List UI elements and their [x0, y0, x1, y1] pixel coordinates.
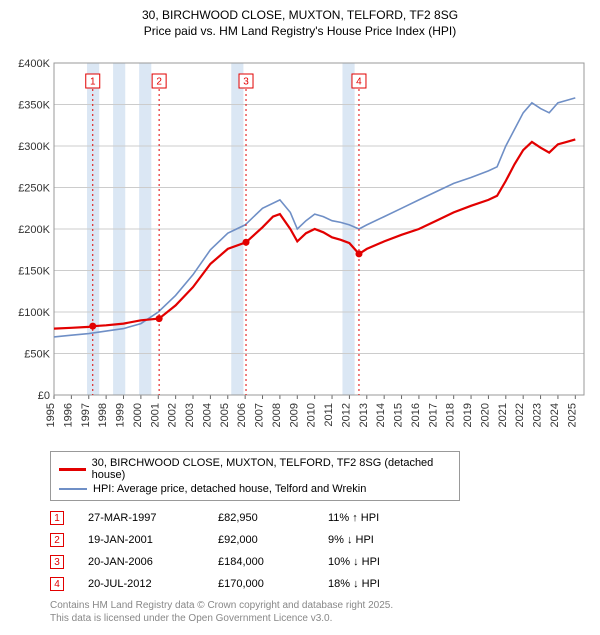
- svg-text:2011: 2011: [323, 403, 335, 427]
- transaction-row: 4 20-JUL-2012£170,00018% ↓ HPI: [50, 577, 590, 591]
- transaction-diff: 9% ↓ HPI: [328, 534, 438, 546]
- transaction-row: 1 27-MAR-1997£82,95011% ↑ HPI: [50, 511, 590, 525]
- svg-text:2021: 2021: [497, 403, 509, 427]
- svg-text:2015: 2015: [393, 403, 405, 427]
- footer-line-1: Contains HM Land Registry data © Crown c…: [50, 599, 590, 612]
- transactions-table: 1 27-MAR-1997£82,95011% ↑ HPI 2 19-JAN-2001…: [50, 511, 590, 591]
- transaction-diff: 18% ↓ HPI: [328, 578, 438, 590]
- svg-text:2018: 2018: [445, 403, 457, 427]
- transaction-price: £184,000: [218, 556, 328, 568]
- svg-text:2025: 2025: [566, 403, 578, 427]
- svg-text:2012: 2012: [340, 403, 352, 427]
- svg-text:2024: 2024: [549, 403, 561, 427]
- transaction-row: 2 19-JAN-2001£92,0009% ↓ HPI: [50, 533, 590, 547]
- svg-text:£150K: £150K: [18, 266, 50, 278]
- transaction-price: £82,950: [218, 512, 328, 524]
- svg-text:2004: 2004: [201, 403, 213, 427]
- svg-text:2019: 2019: [462, 403, 474, 427]
- transaction-date: 19-JAN-2001: [88, 534, 218, 546]
- svg-text:2000: 2000: [132, 403, 144, 427]
- svg-text:2013: 2013: [358, 403, 370, 427]
- svg-text:2023: 2023: [532, 403, 544, 427]
- svg-text:3: 3: [243, 77, 249, 88]
- transaction-date: 20-JAN-2006: [88, 556, 218, 568]
- title-line-2: Price paid vs. HM Land Registry's House …: [10, 24, 590, 40]
- svg-text:4: 4: [356, 77, 362, 88]
- svg-text:1998: 1998: [97, 403, 109, 427]
- svg-text:2001: 2001: [149, 403, 161, 427]
- chart-container: 30, BIRCHWOOD CLOSE, MUXTON, TELFORD, TF…: [0, 0, 600, 635]
- svg-text:2016: 2016: [410, 403, 422, 427]
- legend-swatch-price: [59, 468, 86, 471]
- svg-text:1999: 1999: [115, 403, 127, 427]
- transaction-price: £170,000: [218, 578, 328, 590]
- legend-swatch-hpi: [59, 488, 87, 490]
- svg-text:2022: 2022: [514, 403, 526, 427]
- title-line-1: 30, BIRCHWOOD CLOSE, MUXTON, TELFORD, TF…: [10, 8, 590, 24]
- legend-row-price: 30, BIRCHWOOD CLOSE, MUXTON, TELFORD, TF…: [59, 456, 451, 482]
- svg-text:2020: 2020: [479, 403, 491, 427]
- svg-text:2006: 2006: [236, 403, 248, 427]
- svg-text:£250K: £250K: [18, 183, 50, 195]
- footer-line-2: This data is licensed under the Open Gov…: [50, 612, 590, 625]
- transaction-marker: 1: [50, 511, 64, 525]
- svg-text:2014: 2014: [375, 403, 387, 427]
- legend-label-hpi: HPI: Average price, detached house, Telf…: [93, 483, 366, 495]
- chart-svg: £0 £50K £100K £150K £200K £250K £300K £350K £400…: [10, 45, 590, 445]
- transaction-price: £92,000: [218, 534, 328, 546]
- svg-text:1997: 1997: [80, 403, 92, 427]
- svg-text:2008: 2008: [271, 403, 283, 427]
- svg-text:2010: 2010: [306, 403, 318, 427]
- svg-text:2002: 2002: [167, 403, 179, 427]
- svg-text:1: 1: [90, 77, 96, 88]
- svg-text:2003: 2003: [184, 403, 196, 427]
- svg-text:1995: 1995: [45, 403, 57, 427]
- legend-label-price: 30, BIRCHWOOD CLOSE, MUXTON, TELFORD, TF…: [92, 457, 451, 481]
- transaction-date: 27-MAR-1997: [88, 512, 218, 524]
- svg-text:£0: £0: [38, 390, 50, 402]
- svg-text:£300K: £300K: [18, 141, 50, 153]
- svg-text:£100K: £100K: [18, 307, 50, 319]
- transaction-date: 20-JUL-2012: [88, 578, 218, 590]
- svg-text:2009: 2009: [288, 403, 300, 427]
- svg-text:2: 2: [156, 77, 162, 88]
- legend: 30, BIRCHWOOD CLOSE, MUXTON, TELFORD, TF…: [50, 451, 460, 501]
- footer: Contains HM Land Registry data © Crown c…: [50, 599, 590, 625]
- svg-text:2005: 2005: [219, 403, 231, 427]
- transaction-diff: 11% ↑ HPI: [328, 512, 438, 524]
- svg-text:2017: 2017: [427, 403, 439, 427]
- transaction-row: 3 20-JAN-2006£184,00010% ↓ HPI: [50, 555, 590, 569]
- legend-row-hpi: HPI: Average price, detached house, Telf…: [59, 482, 451, 496]
- svg-text:£350K: £350K: [18, 100, 50, 112]
- svg-text:£200K: £200K: [18, 224, 50, 236]
- svg-text:£400K: £400K: [18, 58, 50, 70]
- chart-area: £0 £50K £100K £150K £200K £250K £300K £350K £400…: [10, 45, 590, 445]
- transaction-marker: 3: [50, 555, 64, 569]
- chart-title: 30, BIRCHWOOD CLOSE, MUXTON, TELFORD, TF…: [10, 8, 590, 39]
- svg-text:£50K: £50K: [24, 349, 50, 361]
- transaction-marker: 2: [50, 533, 64, 547]
- transaction-marker: 4: [50, 577, 64, 591]
- svg-text:2007: 2007: [254, 403, 266, 427]
- svg-text:1996: 1996: [62, 403, 74, 427]
- transaction-diff: 10% ↓ HPI: [328, 556, 438, 568]
